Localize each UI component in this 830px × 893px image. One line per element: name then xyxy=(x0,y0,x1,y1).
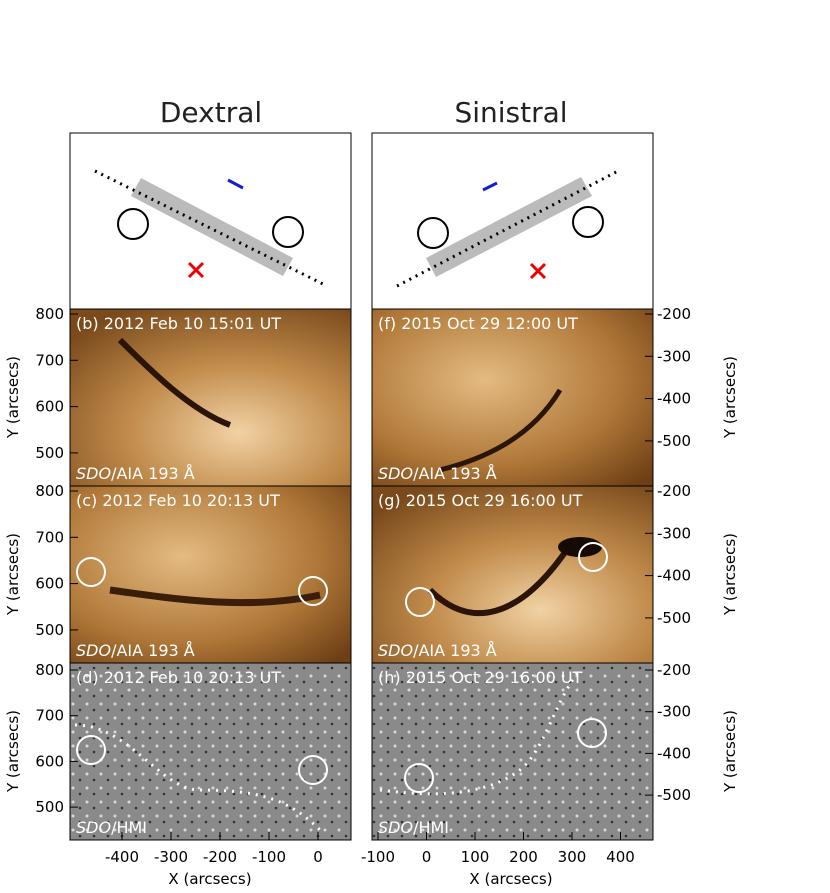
x-axis-label: X (arcsecs) xyxy=(469,870,552,888)
y2-tick-label: -500 xyxy=(657,786,691,804)
y-tick-label: 600 xyxy=(35,398,64,416)
instrument-name: SDO xyxy=(378,464,413,483)
y2-tick-label: -400 xyxy=(657,390,691,408)
panel-label-text: (e) xyxy=(378,138,400,157)
panel-label-text: (b) xyxy=(76,314,99,333)
panel-caption: 2015 Oct 29 16:00 UT xyxy=(406,491,583,510)
panel-label-text: (d) xyxy=(76,668,99,687)
instrument-label: SDO/AIA 193 Å xyxy=(76,641,195,660)
y-tick-label: 800 xyxy=(35,661,64,679)
y-tick-label: 800 xyxy=(35,305,64,323)
instrument-detail: /AIA 193 Å xyxy=(413,641,497,660)
panel-label: (b) 2012 Feb 10 15:01 UT xyxy=(76,314,281,333)
cartoon-sinistral xyxy=(371,132,654,310)
instrument-detail: /HMI xyxy=(111,818,147,837)
x-tick-label: 400 xyxy=(606,848,635,866)
instrument-detail: /AIA 193 Å xyxy=(111,464,195,483)
cartoon-dextral xyxy=(69,132,352,310)
instrument-detail: /AIA 193 Å xyxy=(413,464,497,483)
y2-tick-label: -300 xyxy=(657,703,691,721)
x-tick-label: -300 xyxy=(154,848,188,866)
panel-label: (a) xyxy=(76,138,98,157)
x-tick-label: -100 xyxy=(252,848,286,866)
instrument-name: SDO xyxy=(378,818,413,837)
y-tick-label: 500 xyxy=(35,621,64,639)
instrument-label: SDO/AIA 193 Å xyxy=(76,464,195,483)
y2-tick-label: -500 xyxy=(657,609,691,627)
panel-label: (g) 2015 Oct 29 16:00 UT xyxy=(378,491,583,510)
instrument-name: SDO xyxy=(76,641,111,660)
y-tick-label: 700 xyxy=(35,351,64,369)
y2-tick-label: -500 xyxy=(657,432,691,450)
panel-label-text: (c) xyxy=(76,491,97,510)
y-tick-label: 500 xyxy=(35,444,64,462)
y-tick-label: 700 xyxy=(35,707,64,725)
y-axis-label: Y (arcsecs) xyxy=(4,710,22,793)
y-tick-label: 500 xyxy=(35,798,64,816)
instrument-name: SDO xyxy=(378,641,413,660)
panel-caption: 2012 Feb 10 15:01 UT xyxy=(104,314,282,333)
x-tick-label: -200 xyxy=(203,848,237,866)
instrument-label: SDO/AIA 193 Å xyxy=(378,464,497,483)
x-axis-label: X (arcsecs) xyxy=(168,870,251,888)
y2-axis-label: Y (arcsecs) xyxy=(721,356,739,439)
instrument-name: SDO xyxy=(76,464,111,483)
image-panels xyxy=(69,308,654,841)
y2-tick-label: -400 xyxy=(657,744,691,762)
panel-label-text: (f) xyxy=(378,314,396,333)
x-tick-label: 300 xyxy=(558,848,587,866)
instrument-name: SDO xyxy=(76,818,111,837)
column-title: Dextral xyxy=(160,96,262,129)
y-tick-label: 700 xyxy=(35,528,64,546)
y2-tick-label: -300 xyxy=(657,347,691,365)
x-tick-label: 200 xyxy=(509,848,538,866)
y2-axis-label: Y (arcsecs) xyxy=(721,533,739,616)
y-axis-label: Y (arcsecs) xyxy=(4,356,22,439)
panel-label: (c) 2012 Feb 10 20:13 UT xyxy=(76,491,280,510)
y2-tick-label: -300 xyxy=(657,524,691,542)
panel-caption: 2012 Feb 10 20:13 UT xyxy=(104,668,282,687)
instrument-detail: /AIA 193 Å xyxy=(111,641,195,660)
instrument-label: SDO/AIA 193 Å xyxy=(378,641,497,660)
y2-tick-label: -200 xyxy=(657,661,691,679)
x-tick-label: 0 xyxy=(313,848,323,866)
panel-label-text: (g) xyxy=(378,491,401,510)
y-tick-label: 600 xyxy=(35,752,64,770)
x-tick-label: 100 xyxy=(461,848,490,866)
instrument-label: SDO/HMI xyxy=(76,818,147,837)
panel-label: (d) 2012 Feb 10 20:13 UT xyxy=(76,668,281,687)
panel-label: (e) xyxy=(378,138,400,157)
y2-tick-label: -200 xyxy=(657,305,691,323)
y-axis-label: Y (arcsecs) xyxy=(4,533,22,616)
panel-caption: 2012 Feb 10 20:13 UT xyxy=(102,491,280,510)
column-title: Sinistral xyxy=(454,96,567,129)
y-tick-label: 600 xyxy=(35,575,64,593)
y2-tick-label: -200 xyxy=(657,482,691,500)
panel-label-text: (h) xyxy=(378,668,401,687)
panel-caption: 2015 Oct 29 16:00 UT xyxy=(406,668,583,687)
panel-label: (h) 2015 Oct 29 16:00 UT xyxy=(378,668,583,687)
x-tick-label: -100 xyxy=(361,848,395,866)
instrument-detail: /HMI xyxy=(413,818,449,837)
x-tick-label: -400 xyxy=(105,848,139,866)
y2-axis-label: Y (arcsecs) xyxy=(721,710,739,793)
panel-label-text: (a) xyxy=(76,138,98,157)
x-tick-label: 0 xyxy=(422,848,432,866)
instrument-label: SDO/HMI xyxy=(378,818,449,837)
panel-caption: 2015 Oct 29 12:00 UT xyxy=(401,314,578,333)
y-tick-label: 800 xyxy=(35,482,64,500)
panel-label: (f) 2015 Oct 29 12:00 UT xyxy=(378,314,578,333)
y2-tick-label: -400 xyxy=(657,567,691,585)
